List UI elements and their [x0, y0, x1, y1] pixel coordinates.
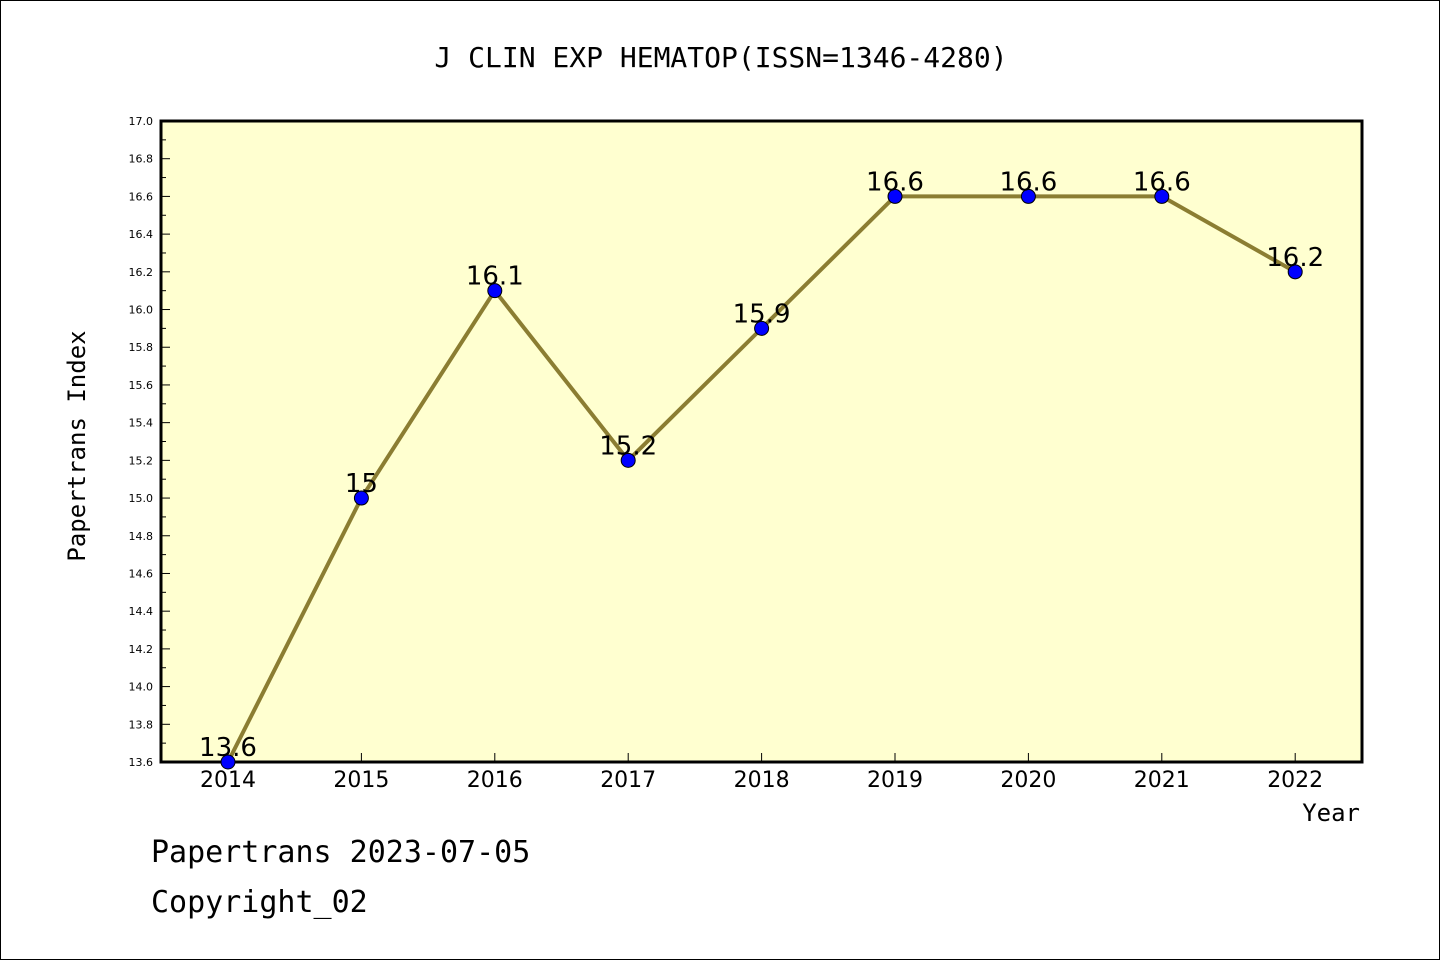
x-tick-label: 2018 [734, 768, 790, 793]
x-tick-label: 2020 [1000, 768, 1056, 793]
y-axis-label: Papertrans Index [63, 330, 91, 561]
x-tick-label: 2022 [1267, 768, 1323, 793]
y-tick-label: 13.8 [129, 718, 154, 731]
y-tick-label: 14.6 [129, 567, 154, 580]
data-point [220, 754, 236, 770]
plot-area [159, 119, 1364, 764]
data-label: 13.6 [199, 733, 257, 763]
y-tick-label: 16.8 [129, 153, 154, 166]
data-point [1020, 188, 1036, 204]
y-tick-label: 16.4 [129, 228, 154, 241]
x-tick-label: 2021 [1134, 768, 1190, 793]
y-tick-label: 15.6 [129, 379, 154, 392]
footer-date: Papertrans 2023-07-05 [151, 835, 531, 870]
y-tick-label: 14.0 [129, 681, 154, 694]
y-tick-label: 15.0 [129, 492, 154, 505]
data-label: 16.6 [1133, 167, 1191, 197]
data-point [487, 283, 503, 299]
y-tick-label: 14.4 [129, 605, 154, 618]
data-point [620, 452, 636, 468]
data-point [754, 320, 770, 336]
y-tick-label: 17.0 [129, 115, 154, 128]
data-point [887, 188, 903, 204]
y-tick-label: 16.0 [129, 304, 154, 317]
y-tick-label: 14.8 [129, 530, 154, 543]
x-axis-label: Year [1302, 799, 1360, 827]
x-tick-label: 2015 [333, 768, 389, 793]
data-label: 15.2 [599, 431, 657, 461]
data-point [353, 490, 369, 506]
data-label: 16.1 [466, 262, 524, 292]
x-tick-label: 2019 [867, 768, 923, 793]
chart-title: J CLIN EXP HEMATOP(ISSN=1346-4280) [434, 41, 1007, 74]
y-tick-label: 15.4 [129, 417, 154, 430]
series: 13.6 15 16.1 15.2 15.9 16.6 16.6 16.6 16.2 [199, 167, 1324, 770]
footer-copyright: Copyright_02 [151, 885, 368, 920]
data-label: 15.9 [733, 299, 791, 329]
y-tick-label: 16.6 [129, 190, 154, 203]
y-tick-label: 15.2 [129, 454, 154, 467]
data-label: 16.6 [999, 167, 1057, 197]
y-tick-label: 14.2 [129, 643, 154, 656]
x-tick-label: 2017 [600, 768, 656, 793]
data-label: 15 [345, 469, 378, 499]
x-tick-label: 2014 [200, 768, 256, 793]
x-tick-label: 2016 [467, 768, 523, 793]
data-point [1154, 188, 1170, 204]
y-axis: 13.6 13.8 14.0 14.2 14.4 14.6 14.8 15.0 15.2 15.4… [129, 115, 170, 769]
data-point [1287, 264, 1303, 280]
y-tick-label: 13.6 [129, 756, 154, 769]
y-tick-label: 15.8 [129, 341, 154, 354]
y-tick-label: 16.2 [129, 266, 154, 279]
x-axis: 2014 2015 2016 2017 2018 2019 2020 2021 2022 [200, 753, 1323, 793]
data-label: 16.2 [1266, 243, 1324, 273]
data-label: 16.6 [866, 167, 924, 197]
